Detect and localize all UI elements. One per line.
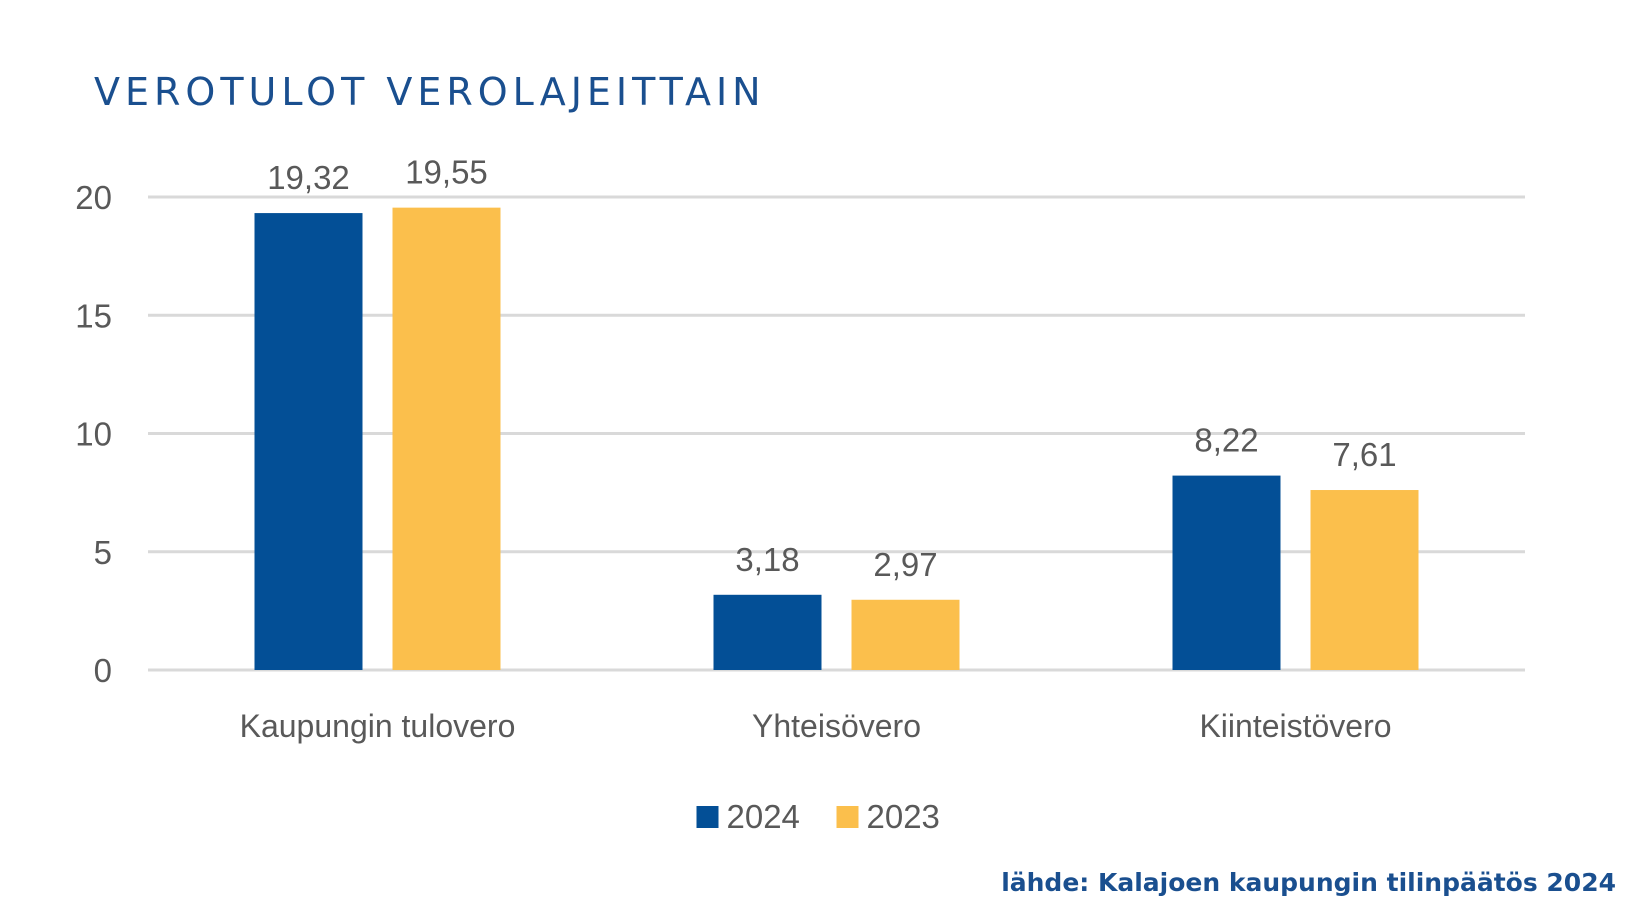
y-tick-label: 15: [75, 297, 112, 334]
chart-title: VEROTULOT VEROLAJEITTAIN: [94, 70, 766, 114]
data-label: 8,22: [1194, 422, 1258, 459]
data-label: 19,32: [267, 159, 350, 196]
bar-2023: [392, 207, 501, 670]
gridlines: [148, 195, 1525, 672]
bar-2023: [851, 599, 960, 670]
bar-2024: [1172, 475, 1281, 670]
x-category-label: Kaupungin tulovero: [240, 708, 516, 744]
legend: 2024 2023: [696, 798, 940, 835]
x-axis-categories: Kaupungin tulovero Yhteisövero Kiinteistöv…: [240, 708, 1392, 744]
y-tick-label: 0: [94, 652, 112, 689]
x-category-label: Kiinteistövero: [1199, 708, 1391, 744]
y-tick-label: 20: [75, 179, 112, 216]
legend-label: 2024: [727, 798, 800, 835]
data-labels: 19,32 19,55 3,18 2,97 8,22 7,61: [267, 154, 1396, 583]
y-tick-label: 10: [75, 416, 112, 453]
x-category-label: Yhteisövero: [752, 708, 921, 744]
bars: [254, 207, 1419, 670]
source-note: lähde: Kalajoen kaupungin tilinpäätös 20…: [1001, 868, 1616, 897]
y-tick-label: 5: [94, 534, 112, 571]
data-label: 7,61: [1332, 436, 1396, 473]
data-label: 2,97: [873, 546, 937, 583]
bar-2024: [254, 213, 363, 670]
data-label: 19,55: [405, 154, 488, 191]
legend-swatch-2024: [696, 806, 719, 828]
bar-2024: [713, 594, 822, 670]
legend-swatch-2023: [836, 806, 859, 828]
y-axis-ticks: 0 5 10 15 20: [75, 179, 112, 689]
bar-2023: [1310, 490, 1419, 670]
legend-label: 2023: [867, 798, 940, 835]
data-label: 3,18: [735, 541, 799, 578]
